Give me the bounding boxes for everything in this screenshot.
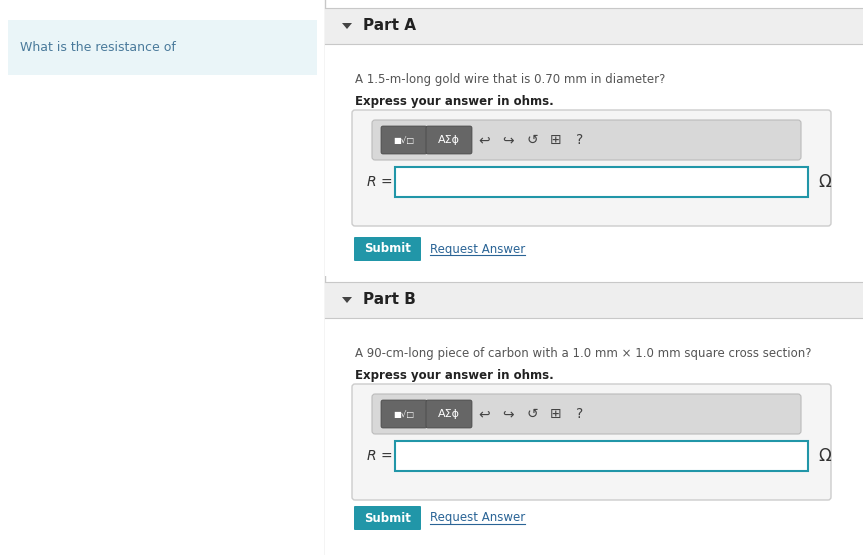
Text: AΣϕ: AΣϕ: [438, 409, 460, 419]
Text: ↩: ↩: [478, 407, 490, 421]
Text: Request Answer: Request Answer: [430, 512, 526, 524]
Text: Ω: Ω: [818, 447, 831, 465]
FancyBboxPatch shape: [372, 394, 801, 434]
Text: Express your answer in ohms.: Express your answer in ohms.: [355, 94, 554, 108]
Text: ↩: ↩: [478, 133, 490, 147]
Text: ■√□: ■√□: [394, 410, 414, 418]
Polygon shape: [342, 23, 352, 29]
FancyBboxPatch shape: [354, 237, 421, 261]
Text: Submit: Submit: [364, 243, 411, 255]
FancyBboxPatch shape: [352, 110, 831, 226]
FancyBboxPatch shape: [354, 506, 421, 530]
FancyBboxPatch shape: [381, 126, 427, 154]
Text: Express your answer in ohms.: Express your answer in ohms.: [355, 369, 554, 381]
Bar: [8, 20, 317, 75]
Text: ↪: ↪: [502, 407, 513, 421]
Bar: [325, 0, 863, 555]
Text: Ω: Ω: [818, 173, 831, 191]
Bar: [325, 282, 863, 318]
Text: ⊞: ⊞: [551, 133, 562, 147]
FancyBboxPatch shape: [426, 126, 472, 154]
Bar: [395, 441, 808, 471]
Text: A 90-cm-long piece of carbon with a 1.0 mm × 1.0 mm square cross section?: A 90-cm-long piece of carbon with a 1.0 …: [355, 346, 811, 360]
Text: ?: ?: [576, 407, 583, 421]
Text: ↺: ↺: [526, 133, 538, 147]
FancyBboxPatch shape: [426, 400, 472, 428]
Bar: [395, 167, 808, 197]
Text: What is the resistance of: What is the resistance of: [20, 41, 176, 54]
Bar: [325, 318, 863, 555]
FancyBboxPatch shape: [372, 120, 801, 160]
Text: Part A: Part A: [363, 18, 416, 33]
FancyBboxPatch shape: [352, 384, 831, 500]
Text: ■√□: ■√□: [394, 135, 414, 144]
Text: ↺: ↺: [526, 407, 538, 421]
Text: R =: R =: [367, 449, 393, 463]
Text: Submit: Submit: [364, 512, 411, 524]
Text: Part B: Part B: [363, 292, 416, 307]
Text: A 1.5-m-long gold wire that is 0.70 mm in diameter?: A 1.5-m-long gold wire that is 0.70 mm i…: [355, 73, 665, 85]
Text: AΣϕ: AΣϕ: [438, 135, 460, 145]
Text: ↪: ↪: [502, 133, 513, 147]
Text: R =: R =: [367, 175, 393, 189]
Bar: [325, 44, 863, 276]
Bar: [325, 8, 863, 44]
FancyBboxPatch shape: [381, 400, 427, 428]
Bar: [0, 0, 325, 555]
Text: ⊞: ⊞: [551, 407, 562, 421]
Text: Request Answer: Request Answer: [430, 243, 526, 255]
Text: ?: ?: [576, 133, 583, 147]
Polygon shape: [342, 297, 352, 303]
